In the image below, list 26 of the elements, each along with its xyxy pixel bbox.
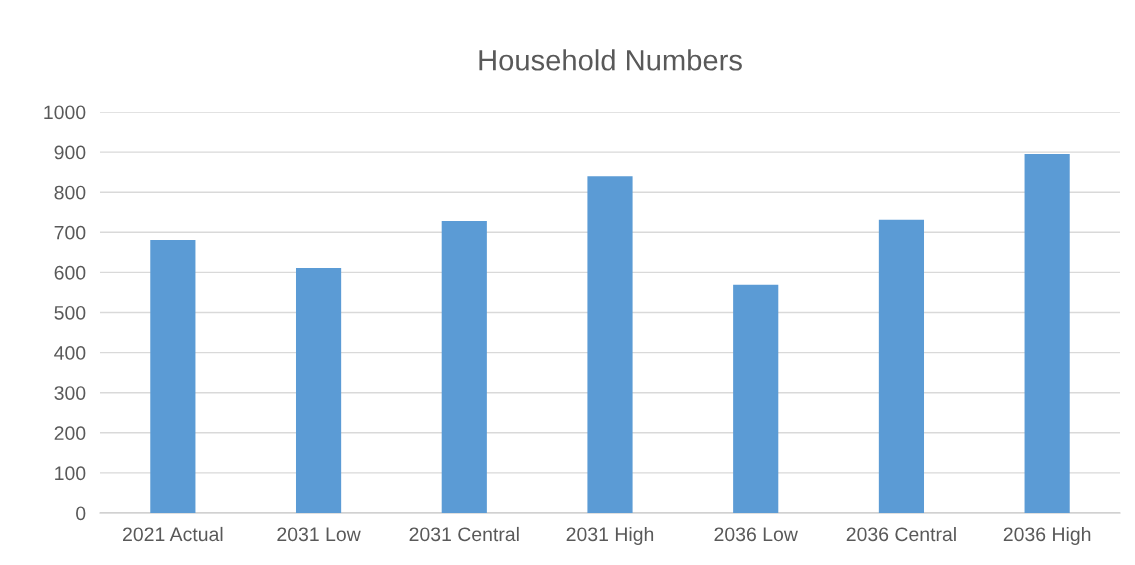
y-tick-label: 700 — [54, 225, 86, 240]
y-tick-label: 500 — [54, 305, 86, 320]
y-tick-label: 300 — [54, 386, 86, 400]
y-tick-label: 900 — [54, 145, 86, 160]
y-tick-label: 800 — [54, 185, 86, 200]
y-tick-label: 600 — [54, 265, 86, 280]
y-tick-label: 400 — [54, 346, 86, 360]
y-tick-label: 0 — [76, 506, 86, 521]
x-tick-label: 2021 Actual — [123, 526, 223, 542]
bar — [441, 221, 487, 513]
bar — [295, 267, 342, 513]
bar — [733, 284, 779, 513]
bar — [587, 176, 633, 513]
bar — [1024, 154, 1070, 513]
bar — [878, 219, 925, 513]
x-tick-label: 2031 Low — [277, 527, 361, 542]
y-tick-label: 1000 — [44, 105, 86, 120]
chart-title: Household Numbers — [479, 49, 742, 71]
x-tick-label: 2036 High — [1003, 526, 1091, 546]
bar — [150, 239, 196, 513]
x-tick-label: 2036 Central — [846, 526, 956, 542]
x-tick-label: 2031 Central — [409, 526, 519, 542]
x-tick-label: 2031 High — [566, 526, 654, 546]
y-tick-label: 200 — [54, 426, 86, 441]
y-tick-label: 100 — [55, 466, 86, 481]
x-tick-label: 2036 Low — [714, 527, 798, 542]
